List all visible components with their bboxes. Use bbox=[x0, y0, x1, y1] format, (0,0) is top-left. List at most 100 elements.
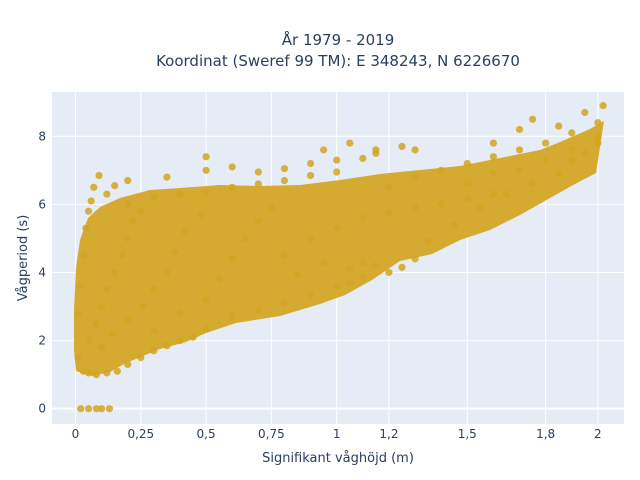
data-point bbox=[163, 268, 171, 277]
data-point bbox=[254, 217, 262, 225]
data-point bbox=[333, 224, 341, 232]
data-point bbox=[228, 313, 236, 321]
data-point bbox=[280, 165, 289, 173]
data-point bbox=[555, 122, 563, 130]
data-point bbox=[79, 251, 87, 260]
data-point bbox=[84, 405, 93, 413]
data-point bbox=[346, 139, 354, 147]
data-point bbox=[92, 405, 101, 413]
y-tick-label: 0 bbox=[38, 402, 46, 416]
data-point bbox=[267, 204, 275, 212]
data-point bbox=[111, 268, 119, 277]
data-point bbox=[111, 182, 119, 190]
data-point bbox=[163, 342, 171, 350]
data-point bbox=[150, 326, 158, 334]
y-tick-label: 4 bbox=[38, 265, 46, 279]
data-point bbox=[450, 221, 458, 229]
chart-subtitle: Koordinat (Sweref 99 TM): E 348243, N 62… bbox=[156, 52, 520, 70]
data-point bbox=[254, 168, 262, 176]
x-tick-label: 2 bbox=[594, 427, 602, 441]
data-point bbox=[463, 180, 471, 188]
data-point bbox=[280, 299, 289, 307]
data-point bbox=[333, 168, 341, 176]
chart-title: År 1979 - 2019 bbox=[282, 30, 395, 49]
data-point bbox=[594, 139, 602, 147]
data-point bbox=[103, 369, 111, 377]
data-point bbox=[92, 319, 101, 328]
data-point bbox=[124, 234, 132, 243]
data-point bbox=[515, 146, 524, 154]
data-point bbox=[333, 156, 341, 164]
data-point bbox=[424, 238, 432, 246]
data-point bbox=[568, 146, 576, 154]
x-tick-label: 1,5 bbox=[458, 427, 477, 441]
data-point bbox=[105, 405, 114, 413]
data-point bbox=[171, 248, 179, 256]
data-point bbox=[108, 330, 116, 338]
data-point bbox=[150, 193, 158, 202]
data-point bbox=[489, 139, 498, 147]
data-point bbox=[581, 108, 589, 117]
data-point bbox=[202, 166, 210, 174]
x-tick-label: 0,5 bbox=[197, 427, 216, 441]
data-point bbox=[411, 204, 419, 212]
data-point bbox=[118, 251, 127, 260]
data-point bbox=[346, 265, 354, 273]
data-point bbox=[280, 176, 289, 185]
data-point bbox=[124, 316, 132, 324]
data-point bbox=[411, 146, 419, 154]
data-point bbox=[437, 200, 445, 208]
data-point bbox=[306, 159, 315, 168]
data-point bbox=[82, 224, 90, 232]
data-point bbox=[306, 291, 315, 299]
data-point bbox=[293, 270, 302, 278]
data-point bbox=[372, 146, 380, 154]
data-point bbox=[176, 190, 184, 198]
x-tick-label: 1,8 bbox=[536, 427, 555, 441]
data-point bbox=[555, 170, 563, 178]
data-point bbox=[306, 171, 315, 180]
data-point bbox=[346, 279, 354, 287]
data-point bbox=[74, 354, 82, 362]
data-point bbox=[84, 207, 93, 215]
data-point bbox=[411, 255, 419, 263]
data-point bbox=[542, 156, 550, 164]
data-point bbox=[528, 115, 537, 123]
data-point bbox=[489, 170, 498, 178]
data-point bbox=[139, 302, 148, 311]
data-point bbox=[385, 183, 393, 191]
data-point bbox=[254, 306, 262, 314]
x-tick-label: 0,25 bbox=[127, 427, 154, 441]
data-point bbox=[306, 234, 315, 243]
data-point bbox=[280, 251, 289, 260]
data-point bbox=[124, 360, 132, 369]
data-point bbox=[489, 190, 498, 198]
y-tick-label: 2 bbox=[38, 334, 46, 348]
data-point bbox=[437, 166, 445, 174]
data-point bbox=[398, 263, 406, 271]
data-point bbox=[124, 176, 132, 185]
data-point bbox=[463, 195, 471, 203]
data-point bbox=[77, 282, 85, 290]
data-point bbox=[228, 255, 236, 263]
data-point bbox=[202, 153, 210, 161]
data-point bbox=[176, 336, 184, 345]
data-point bbox=[398, 142, 406, 151]
data-point bbox=[84, 336, 93, 345]
data-point bbox=[74, 309, 82, 317]
data-point bbox=[84, 369, 93, 377]
x-tick-label: 1 bbox=[333, 427, 341, 441]
data-point bbox=[528, 180, 537, 188]
data-point bbox=[594, 119, 602, 127]
data-point bbox=[385, 268, 393, 277]
data-point bbox=[359, 154, 367, 162]
data-point bbox=[150, 347, 158, 355]
data-point bbox=[189, 333, 197, 341]
data-point bbox=[228, 183, 236, 191]
x-tick-labels: 0 0,25 0,5 0,75 1 1,2 1,5 1,8 2 bbox=[72, 427, 602, 441]
data-point bbox=[202, 325, 210, 333]
data-point bbox=[137, 207, 145, 215]
data-point bbox=[594, 132, 602, 140]
data-point bbox=[77, 405, 85, 413]
